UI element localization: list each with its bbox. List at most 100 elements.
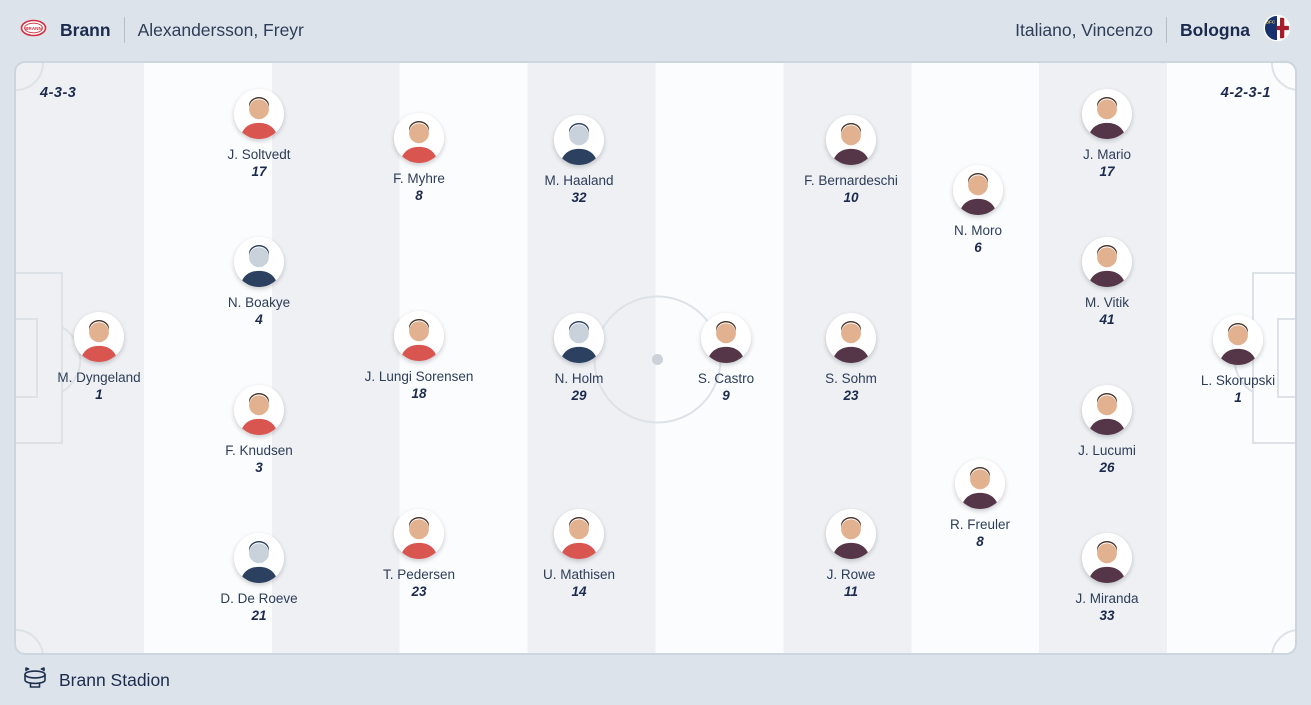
player-marker[interactable]: J. Soltvedt 17 — [189, 89, 329, 179]
player-marker[interactable]: N. Boakye 4 — [189, 237, 329, 327]
player-name: S. Castro — [697, 371, 755, 386]
player-marker[interactable]: J. Rowe 11 — [781, 509, 921, 599]
player-avatar — [701, 313, 751, 363]
player-number: 33 — [1099, 608, 1115, 623]
player-avatar — [554, 313, 604, 363]
bologna-crest-icon[interactable]: BFC — [1263, 14, 1291, 47]
player-name: J. Rowe — [826, 567, 876, 582]
player-name: S. Sohm — [825, 371, 877, 386]
player-avatar — [1082, 89, 1132, 139]
player-marker[interactable]: T. Pedersen 23 — [349, 509, 489, 599]
player-avatar — [1082, 533, 1132, 583]
player-avatar — [955, 459, 1005, 509]
player-name: F. Knudsen — [225, 443, 293, 458]
player-number: 26 — [1099, 460, 1115, 475]
player-number: 18 — [411, 386, 427, 401]
player-number: 6 — [974, 240, 982, 255]
player-marker[interactable]: S. Castro 9 — [656, 313, 796, 403]
player-marker[interactable]: F. Knudsen 3 — [189, 385, 329, 475]
player-name: N. Boakye — [227, 295, 291, 310]
player-avatar — [826, 509, 876, 559]
player-number: 11 — [843, 584, 858, 599]
player-avatar — [234, 89, 284, 139]
player-marker[interactable]: M. Dyngeland 1 — [29, 312, 169, 402]
player-number: 4 — [255, 312, 263, 327]
player-name: J. Lungi Sorensen — [364, 369, 474, 384]
player-number: 14 — [571, 584, 587, 599]
player-avatar — [826, 115, 876, 165]
svg-text:BRANN: BRANN — [25, 25, 42, 30]
player-marker[interactable]: J. Mario 17 — [1037, 89, 1177, 179]
player-number: 29 — [571, 388, 587, 403]
player-number: 9 — [722, 388, 730, 403]
player-name: F. Bernardeschi — [804, 173, 898, 188]
player-name: F. Myhre — [393, 171, 445, 186]
away-team-name[interactable]: Bologna — [1180, 19, 1250, 40]
player-name: J. Lucumi — [1078, 443, 1136, 458]
player-marker[interactable]: S. Sohm 23 — [781, 313, 921, 403]
player-avatar — [826, 313, 876, 363]
header-divider — [123, 17, 125, 43]
player-avatar — [554, 115, 604, 165]
away-formation-label: 4-2-3-1 — [1220, 85, 1271, 101]
player-name: J. Soltvedt — [227, 147, 291, 162]
player-number: 23 — [843, 388, 859, 403]
player-number: 41 — [1099, 312, 1115, 327]
player-avatar — [554, 509, 604, 559]
player-avatar — [394, 311, 444, 361]
player-avatar — [234, 385, 284, 435]
header-divider — [1166, 17, 1167, 43]
player-avatar — [234, 237, 284, 287]
player-avatar — [1082, 385, 1132, 435]
player-number: 17 — [1099, 164, 1115, 179]
player-number: 10 — [843, 190, 859, 205]
player-avatar — [1082, 237, 1132, 287]
home-formation-label: 4-3-3 — [40, 85, 77, 101]
brann-crest-icon[interactable]: BRANN — [20, 18, 47, 43]
player-name: J. Miranda — [1075, 591, 1139, 606]
player-marker[interactable]: N. Holm 29 — [509, 313, 649, 403]
player-number: 1 — [95, 387, 103, 402]
player-number: 21 — [251, 608, 267, 623]
player-avatar — [394, 113, 444, 163]
lineups-header: BRANN Brann Alexandersson, Freyr Italian… — [0, 0, 1311, 60]
player-marker[interactable]: N. Moro 6 — [908, 165, 1048, 255]
player-name: R. Freuler — [949, 517, 1010, 532]
player-name: M. Dyngeland — [57, 370, 141, 385]
player-name: L. Skorupski — [1200, 373, 1276, 388]
player-number: 8 — [976, 534, 984, 549]
player-marker[interactable]: M. Vitik 41 — [1037, 237, 1177, 327]
player-marker[interactable]: M. Haaland 32 — [509, 115, 649, 205]
player-marker[interactable]: J. Lucumi 26 — [1037, 385, 1177, 475]
player-avatar — [953, 165, 1003, 215]
player-avatar — [1213, 315, 1263, 365]
player-marker[interactable]: D. De Roeve 21 — [189, 533, 329, 623]
player-number: 3 — [255, 460, 263, 475]
player-number: 8 — [415, 188, 423, 203]
player-name: T. Pedersen — [382, 567, 456, 582]
player-marker[interactable]: F. Bernardeschi 10 — [781, 115, 921, 205]
player-marker[interactable]: R. Freuler 8 — [910, 459, 1050, 549]
player-marker[interactable]: J. Lungi Sorensen 18 — [349, 311, 489, 401]
venue-label: Brann Stadion — [59, 669, 170, 690]
venue-bar: Brann Stadion — [0, 655, 1311, 705]
player-marker[interactable]: J. Miranda 33 — [1037, 533, 1177, 623]
player-avatar — [394, 509, 444, 559]
player-name: D. De Roeve — [220, 591, 298, 606]
player-number: 1 — [1234, 390, 1242, 405]
away-manager-name: Italiano, Vincenzo — [1015, 19, 1153, 40]
pitch: 4-3-3 4-2-3-1 M. Dyngeland 1 J. Soltvedt… — [14, 61, 1297, 655]
player-name: M. Haaland — [544, 173, 614, 188]
player-avatar — [234, 533, 284, 583]
player-marker[interactable]: U. Mathisen 14 — [509, 509, 649, 599]
player-name: M. Vitik — [1084, 295, 1129, 310]
stadium-icon — [22, 666, 48, 694]
player-name: N. Holm — [554, 371, 604, 386]
home-team-name[interactable]: Brann — [60, 19, 111, 40]
player-marker[interactable]: L. Skorupski 1 — [1168, 315, 1295, 405]
home-team-header: BRANN Brann Alexandersson, Freyr — [20, 17, 304, 43]
player-number: 17 — [251, 164, 267, 179]
player-marker[interactable]: F. Myhre 8 — [349, 113, 489, 203]
player-name: N. Moro — [953, 223, 1002, 238]
player-name: U. Mathisen — [542, 567, 616, 582]
